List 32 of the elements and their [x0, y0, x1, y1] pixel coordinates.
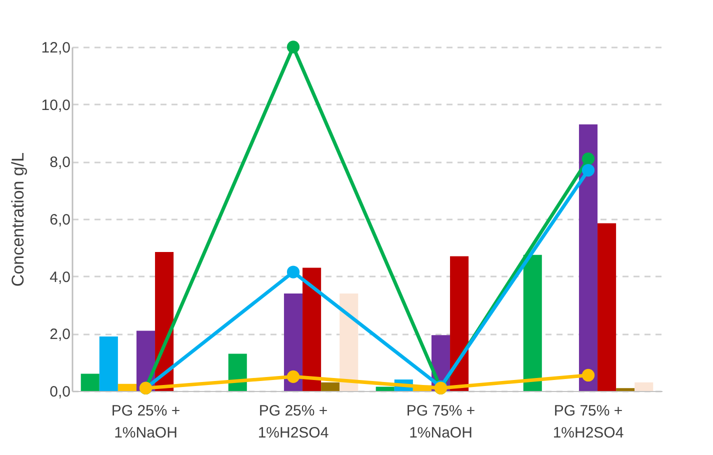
- point: [286, 40, 300, 54]
- bar: [616, 388, 635, 391]
- bar: [228, 354, 247, 391]
- point: [286, 266, 300, 278]
- y-tick-label: 2,0: [50, 326, 70, 344]
- point: [582, 164, 595, 177]
- bar: [99, 336, 118, 391]
- y-tick-label: 12,0: [41, 40, 70, 56]
- bar: [598, 223, 616, 391]
- bar: [376, 386, 394, 391]
- point: [582, 368, 595, 382]
- bar: [321, 382, 340, 391]
- bar: [634, 382, 654, 391]
- bar: [450, 256, 469, 391]
- y-tick-label: 8,0: [50, 154, 70, 172]
- x-tick-label: PG 75% + 1%H2SO4: [552, 402, 624, 442]
- bar: [340, 294, 358, 391]
- y-tick-label: 0,0: [50, 384, 70, 400]
- y-axis-title: Concentration g/L: [8, 152, 28, 287]
- x-tick-label: PG 75% + 1%NaOH: [406, 402, 476, 442]
- point: [286, 370, 300, 383]
- y-tick-label: 4,0: [50, 268, 70, 286]
- bar: [80, 374, 100, 391]
- bar: [284, 294, 303, 391]
- point: [582, 152, 595, 166]
- bar: [302, 268, 322, 391]
- x-tick-label: PG 25% + 1%NaOH: [111, 402, 180, 442]
- y-tick-label: 6,0: [50, 212, 70, 228]
- bar: [578, 124, 598, 391]
- x-tick-label: PG 25% + 1%H2SO4: [258, 402, 329, 442]
- y-tick-label: 10,0: [41, 96, 70, 114]
- bar: [118, 384, 136, 391]
